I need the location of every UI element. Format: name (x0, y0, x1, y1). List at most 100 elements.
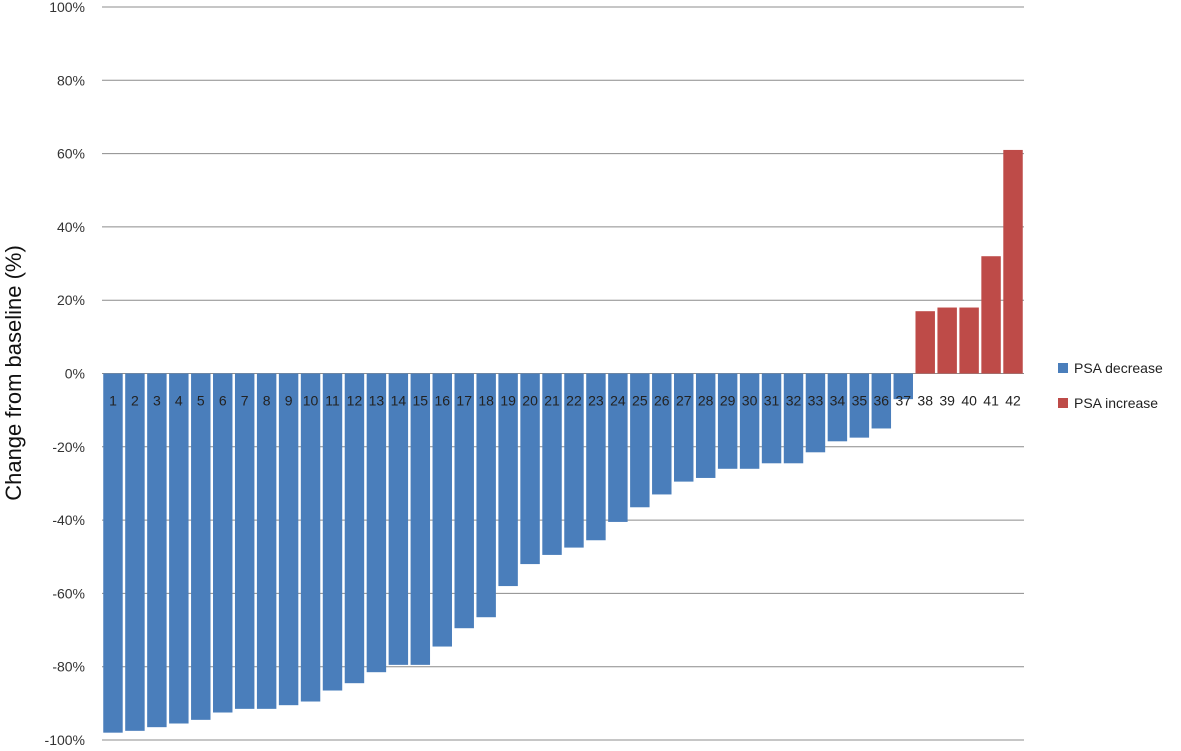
bar-37 (893, 373, 913, 400)
bar-36 (871, 373, 892, 429)
category-label: 15 (413, 393, 429, 409)
category-label: 33 (808, 393, 824, 409)
category-label: 4 (175, 393, 183, 409)
category-label: 37 (895, 393, 911, 409)
gridlines (102, 6, 1024, 741)
category-label: 11 (325, 393, 340, 409)
category-label: 21 (544, 393, 560, 409)
y-tick-label: -80% (52, 659, 85, 675)
bar-31 (761, 373, 782, 464)
category-label: 14 (391, 393, 407, 409)
category-label: 35 (852, 393, 868, 409)
bar-16 (432, 373, 452, 647)
category-label: 20 (522, 393, 538, 409)
bar-33 (805, 373, 826, 453)
y-tick-label: 80% (57, 72, 85, 88)
category-label: 18 (478, 393, 494, 409)
bar-38 (915, 311, 935, 374)
category-label: 2 (131, 393, 139, 409)
category-label: 16 (434, 393, 450, 409)
bar-8 (256, 373, 277, 709)
category-label: 27 (676, 393, 692, 409)
category-label: 23 (588, 393, 604, 409)
y-tick-label: 20% (57, 292, 85, 308)
y-tick-label: 60% (57, 146, 85, 162)
category-label: 28 (698, 393, 714, 409)
bar-39 (937, 307, 957, 374)
legend-swatch-psa-increase (1058, 398, 1068, 408)
bar-40 (959, 307, 979, 374)
category-label: 17 (456, 393, 472, 409)
category-label: 12 (347, 393, 363, 409)
bar-35 (849, 373, 870, 438)
bar-6 (213, 373, 233, 713)
bar-25 (630, 373, 650, 508)
category-label: 40 (961, 393, 977, 409)
category-label: 5 (197, 393, 205, 409)
bar-7 (234, 373, 255, 709)
bar-2 (125, 373, 145, 731)
category-label: 22 (566, 393, 582, 409)
bar-27 (674, 373, 694, 482)
bar-17 (454, 373, 474, 629)
category-label: 24 (610, 393, 626, 409)
legend-swatch-psa-decrease (1058, 363, 1068, 373)
bar-13 (366, 373, 387, 673)
bar-22 (564, 373, 584, 548)
bar-9 (278, 373, 299, 706)
category-label: 10 (303, 393, 319, 409)
category-label: 29 (720, 393, 736, 409)
y-tick-label: -60% (52, 585, 85, 601)
bar-11 (322, 373, 343, 691)
y-tick-label: 40% (57, 219, 85, 235)
y-tick-label: 0% (65, 366, 85, 382)
category-label: 9 (285, 393, 293, 409)
legend-label-psa-increase: PSA increase (1074, 395, 1158, 411)
category-label: 19 (500, 393, 516, 409)
bar-23 (586, 373, 606, 541)
bar-14 (388, 373, 409, 665)
bar-26 (652, 373, 672, 495)
category-label: 25 (632, 393, 648, 409)
y-tick-label: -100% (45, 732, 85, 746)
bars (103, 149, 1023, 733)
category-labels: 1 2 3 4 5 6 7 8 9 10 11 12 13 14 15 16 17 18 19 20 21 22 23 24 2… (109, 393, 1021, 409)
bar-24 (608, 373, 628, 522)
category-label: 32 (786, 393, 802, 409)
bar-19 (498, 373, 518, 587)
bar-28 (695, 373, 716, 478)
category-label: 1 (109, 393, 117, 409)
category-label: 26 (654, 393, 670, 409)
legend: PSA decrease PSA increase (1058, 360, 1163, 411)
bar-41 (981, 256, 1001, 374)
bar-30 (739, 373, 760, 469)
category-label: 7 (241, 393, 249, 409)
y-axis-title: Change from baseline (%) (1, 245, 26, 501)
bar-15 (410, 373, 431, 665)
category-label: 8 (263, 393, 271, 409)
category-label: 13 (369, 393, 385, 409)
bar-42 (1003, 149, 1023, 374)
bar-1 (103, 373, 123, 733)
bar-10 (300, 373, 321, 702)
y-tick-label: 100% (49, 0, 85, 15)
bar-32 (783, 373, 804, 464)
bar-3 (147, 373, 167, 728)
category-label: 36 (874, 393, 890, 409)
bar-29 (717, 373, 738, 469)
category-label: 3 (153, 393, 161, 409)
legend-label-psa-decrease: PSA decrease (1074, 360, 1163, 376)
category-label: 41 (983, 393, 999, 409)
category-label: 31 (764, 393, 780, 409)
category-label: 6 (219, 393, 227, 409)
bar-34 (827, 373, 848, 442)
bar-18 (476, 373, 496, 618)
y-tick-label: -40% (52, 512, 85, 528)
y-axis-tick-labels: 100% 80% 60% 40% 20% 0% -20% -40% -60% -80% -100% (45, 0, 85, 748)
bar-5 (191, 373, 211, 720)
category-label: 39 (939, 393, 955, 409)
category-label: 30 (742, 393, 758, 409)
bar-12 (344, 373, 365, 684)
